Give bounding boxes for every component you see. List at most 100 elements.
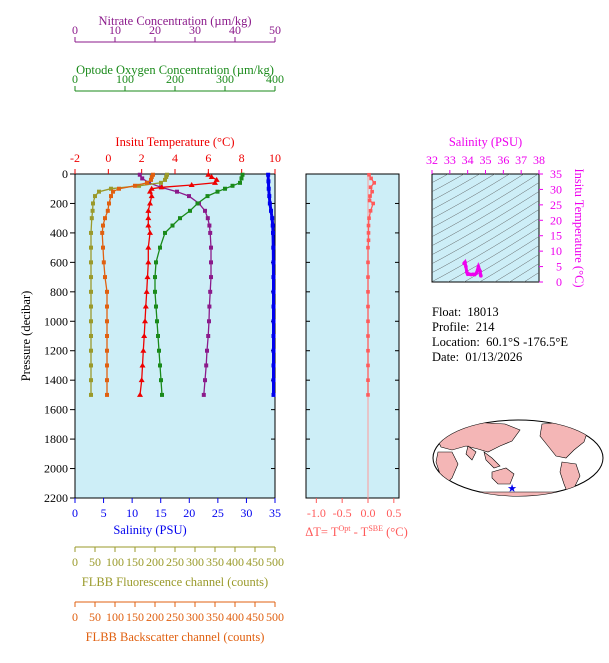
- data-point-salinity: [271, 260, 276, 265]
- data-point-backscatter: [105, 392, 109, 397]
- dt-data-point: [366, 223, 371, 228]
- float-label: Float:: [432, 305, 462, 319]
- axis-tick-label: 400: [226, 555, 244, 569]
- data-point-backscatter: [103, 275, 107, 280]
- axis-tick-label: 2: [139, 151, 145, 165]
- data-point-oxygen: [195, 201, 200, 206]
- float-value: 18013: [467, 305, 499, 319]
- dt-data-point: [370, 189, 374, 194]
- data-point-fluorescence: [163, 177, 167, 182]
- y-tick-label: 200: [50, 196, 68, 210]
- data-point-nitrate: [137, 172, 142, 177]
- ts-isopycnal-line: [432, 191, 539, 255]
- dt-data-point: [366, 393, 370, 397]
- axis-tick-label: 250: [166, 610, 184, 624]
- date-label: Date:: [432, 350, 460, 364]
- axis-tick-label: -2: [70, 151, 80, 165]
- ts-isopycnal-line: [412, 50, 549, 130]
- data-point-backscatter: [109, 194, 113, 199]
- data-point-temperature: [147, 229, 153, 235]
- data-point-fluorescence: [93, 194, 97, 199]
- data-point-salinity: [271, 392, 276, 397]
- data-point-backscatter: [105, 319, 109, 324]
- axis-tick-label: 300: [216, 72, 234, 86]
- data-point-salinity: [270, 216, 275, 221]
- data-point-temperature: [145, 207, 152, 213]
- data-point-oxygen: [157, 348, 161, 353]
- data-point-nitrate: [209, 260, 213, 265]
- data-point-fluorescence: [89, 216, 94, 221]
- ts-data-point: [463, 260, 467, 265]
- axis-tick-label: 200: [166, 72, 184, 86]
- data-point-oxygen: [159, 378, 163, 383]
- axis-tick-label: 6: [205, 151, 211, 165]
- star-icon: ★: [507, 483, 517, 495]
- ts-y-tick-label: 20: [550, 213, 562, 227]
- axis-nitrate: 0 10 20 30 40 50 Nitrate Concentration (µm/kg): [72, 14, 281, 43]
- ts-x-tick-label: 37: [515, 153, 527, 167]
- data-point-backscatter: [101, 260, 106, 265]
- series-line-nitrate: [139, 174, 212, 395]
- ts-isopycnal-line: [432, 182, 539, 246]
- ts-y-tick-label: 30: [550, 182, 562, 196]
- dt-data-point: [371, 201, 375, 206]
- data-point-salinity: [266, 186, 271, 191]
- location-label: Location:: [432, 335, 480, 349]
- y-tick-label: 1000: [44, 314, 68, 328]
- data-point-salinity: [271, 363, 276, 368]
- dt-x-axis-label-part: ΔT= T: [305, 525, 339, 539]
- data-point-fluorescence: [89, 392, 93, 397]
- axis-tick-label: 350: [206, 610, 224, 624]
- data-point-nitrate: [205, 216, 210, 221]
- axis-tick-label: 250: [166, 555, 184, 569]
- data-point-fluorescence: [109, 186, 113, 191]
- float-info: Float: 18013 Profile: 214 Location: 60.1…: [432, 305, 568, 365]
- ts-isopycnal-line: [432, 174, 510, 219]
- dt-data-point: [366, 304, 370, 309]
- axis-title-salinity: Salinity (PSU): [113, 523, 186, 537]
- axis-title-oxygen: Optode Oxygen Concentration (µm/kg): [76, 63, 274, 77]
- axis-tick-label: 0: [72, 23, 78, 37]
- data-point-oxygen: [215, 189, 220, 194]
- y-tick-label: 1200: [44, 344, 68, 358]
- ts-isopycnal-line: [447, 227, 539, 282]
- data-point-fluorescence: [89, 260, 93, 265]
- axis-tick-label: 50: [269, 23, 281, 37]
- data-point-salinity: [267, 194, 272, 199]
- data-point-backscatter: [145, 180, 149, 185]
- data-point-nitrate: [201, 392, 206, 397]
- data-point-backscatter: [103, 216, 107, 221]
- y-tick-label: 1800: [44, 432, 68, 446]
- data-point-oxygen: [154, 260, 158, 265]
- data-point-nitrate: [175, 189, 179, 194]
- data-point-backscatter: [107, 201, 111, 206]
- data-point-nitrate: [206, 334, 211, 338]
- ts-y-tick-label: 15: [550, 229, 562, 243]
- data-point-temperature: [139, 362, 146, 368]
- axis-tick-label: 50: [89, 610, 101, 624]
- data-point-backscatter: [117, 186, 121, 191]
- axis-title-fluorescence: FLBB Fluorescence channel (counts): [82, 575, 268, 589]
- y-axis-label: Pressure (decibar): [19, 291, 33, 382]
- data-point-nitrate: [205, 348, 209, 353]
- ts-isopycnal-line: [432, 174, 496, 210]
- axis-title-temperature: Insitu Temperature (°C): [115, 135, 234, 149]
- ts-y-tick-label: 5: [556, 260, 562, 274]
- data-point-salinity: [271, 334, 276, 338]
- data-point-temperature: [147, 188, 153, 194]
- dt-x-axis-label: ΔT= TOpt - TSBE (°C): [305, 524, 408, 539]
- axis-tick-label: 0: [72, 555, 78, 569]
- data-point-salinity: [271, 319, 276, 324]
- data-point-nitrate: [140, 176, 145, 181]
- ts-x-tick-label: 35: [480, 153, 492, 167]
- dt-data-point: [367, 216, 371, 220]
- axis-tick-label: 350: [206, 555, 224, 569]
- data-point-oxygen: [158, 363, 162, 368]
- ts-x-tick-label: 33: [444, 153, 456, 167]
- dt-data-point: [366, 275, 370, 279]
- ts-y-axis-label: Insitu Temperature (°C): [572, 168, 586, 287]
- y-tick-label: 0: [62, 167, 68, 181]
- data-point-fluorescence: [137, 183, 141, 188]
